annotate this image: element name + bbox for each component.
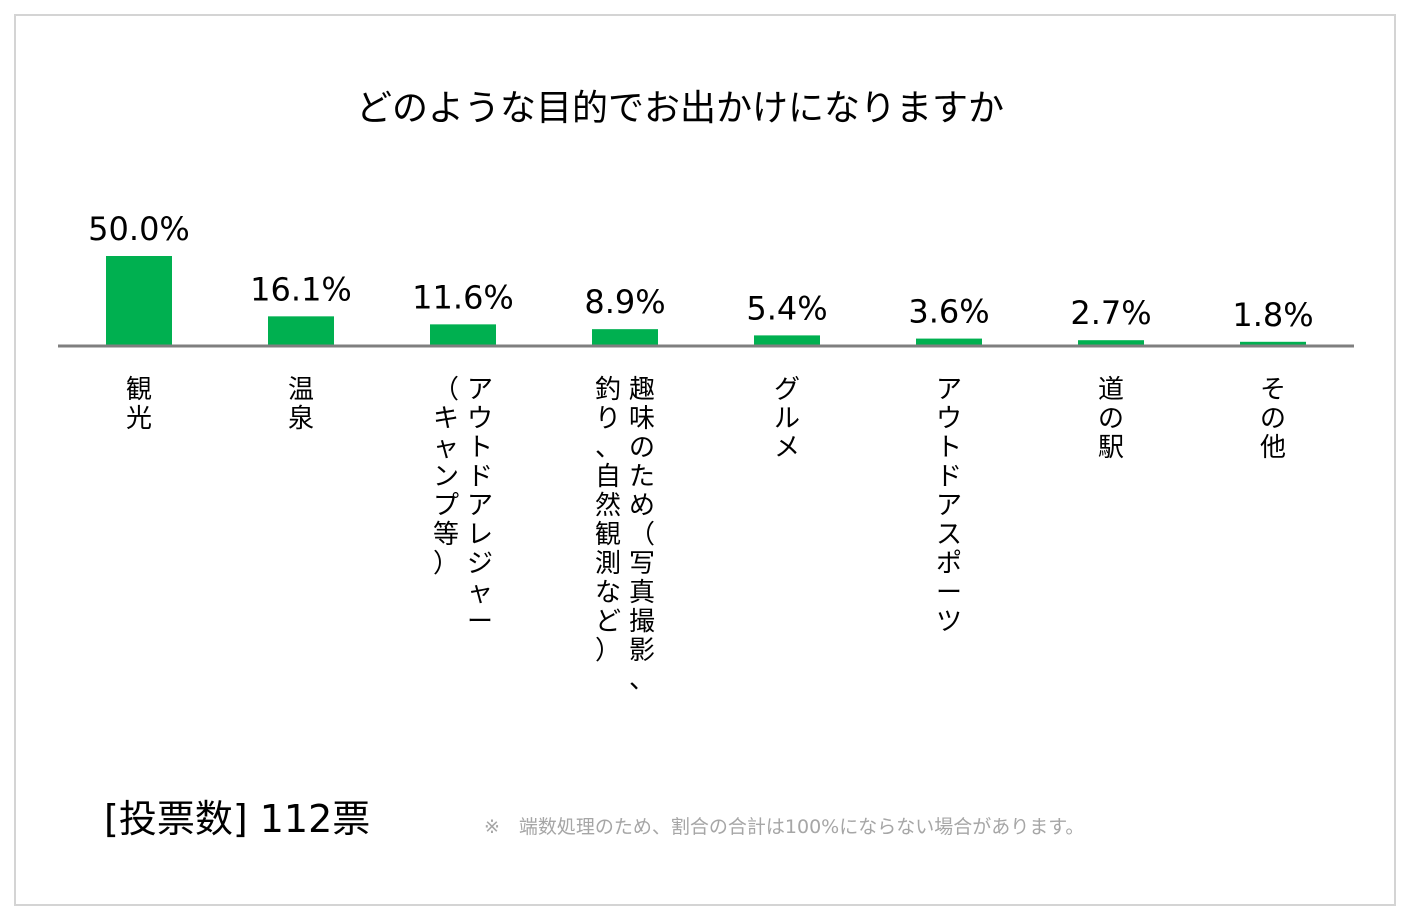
bar-3 <box>592 329 658 345</box>
value-label-2: 11.6% <box>412 278 514 316</box>
category-label-2-0: アウトドアレジャー <box>467 375 493 637</box>
bar-5 <box>916 338 982 345</box>
value-label-1: 16.1% <box>250 270 352 308</box>
category-label-4-0: グルメ <box>774 375 800 463</box>
value-label-0: 50.0% <box>88 210 190 248</box>
category-label-3-0: 趣味のため（写真撮影、 <box>629 375 655 695</box>
bars-group: 50.0% 観光 16.1% 温泉 11.6% アウトドアレジャー （キャンプ等） 8.9% 趣… <box>88 210 1313 695</box>
value-label-7: 1.8% <box>1232 296 1313 334</box>
category-label-5-0: アウトドアスポーツ <box>936 375 962 637</box>
value-label-6: 2.7% <box>1070 294 1151 332</box>
bar-0 <box>106 256 172 345</box>
chart-frame <box>14 14 1396 906</box>
vote-count: [投票数] 112票 <box>104 797 370 841</box>
value-label-5: 3.6% <box>908 293 989 331</box>
value-label-3: 8.9% <box>584 283 665 321</box>
category-label-6-0: 道の駅 <box>1098 375 1124 463</box>
bar-2 <box>430 324 496 345</box>
chart-title: どのような目的でお出かけになりますか <box>356 88 1004 129</box>
bar-4 <box>754 335 820 345</box>
bar-1 <box>268 316 334 345</box>
rounding-note: ※ 端数処理のため、割合の合計は100%にならない場合があります。 <box>484 816 1084 838</box>
category-label-7-0: その他 <box>1260 375 1286 463</box>
category-label-1-0: 温泉 <box>288 375 314 434</box>
category-label-3-1: 釣り、自然観測など） <box>595 375 621 666</box>
category-label-0-0: 観光 <box>126 375 152 434</box>
category-label-2-1: （キャンプ等） <box>433 375 459 579</box>
bar-6 <box>1078 340 1144 345</box>
bar-7 <box>1240 341 1306 345</box>
value-label-4: 5.4% <box>746 289 827 327</box>
